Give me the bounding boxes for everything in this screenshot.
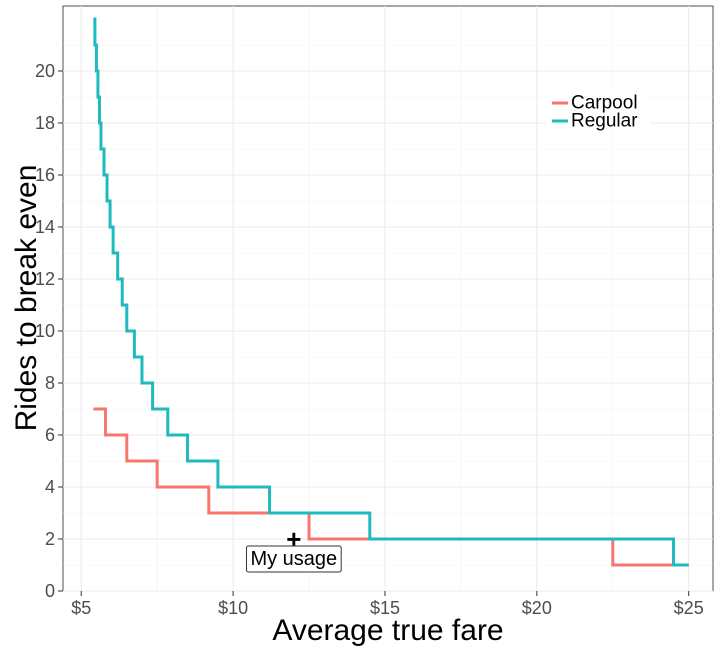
y-tick-label: 14 — [35, 217, 55, 237]
legend: Carpool Regular — [546, 84, 650, 132]
y-tick-label: 10 — [35, 321, 55, 341]
y-axis-title: Rides to break even — [10, 165, 43, 432]
legend-background — [546, 84, 650, 132]
y-tick-label: 2 — [45, 529, 55, 549]
y-tick-label: 20 — [35, 61, 55, 81]
y-tick-label: 0 — [45, 581, 55, 601]
y-tick-label: 16 — [35, 165, 55, 185]
legend-label-carpool: Carpool — [571, 93, 638, 114]
minor-gridlines — [63, 6, 713, 591]
y-tick-label: 18 — [35, 113, 55, 133]
y-tick-label: 4 — [45, 477, 55, 497]
x-axis-title: Average true fare — [272, 614, 503, 647]
x-axis-ticks: $5 $10 $15 $20 $25 — [71, 591, 704, 618]
x-tick-label: $20 — [522, 598, 552, 618]
series-lines — [93, 17, 689, 567]
my-usage-label-box — [245, 545, 342, 573]
x-tick-label: $10 — [218, 598, 248, 618]
series-line-regular — [93, 17, 689, 567]
x-tick-label: $5 — [71, 598, 91, 618]
y-axis-ticks: 0 2 4 6 8 10 12 14 16 18 20 — [35, 61, 63, 601]
my-usage-label: My usage — [250, 548, 337, 570]
x-tick-label: $25 — [674, 598, 704, 618]
y-tick-label: 6 — [45, 425, 55, 445]
x-tick-label: $15 — [370, 598, 400, 618]
y-tick-label: 8 — [45, 373, 55, 393]
legend-label-regular: Regular — [571, 111, 638, 132]
annotation: + My usage — [245, 524, 342, 573]
y-tick-label: 12 — [35, 269, 55, 289]
